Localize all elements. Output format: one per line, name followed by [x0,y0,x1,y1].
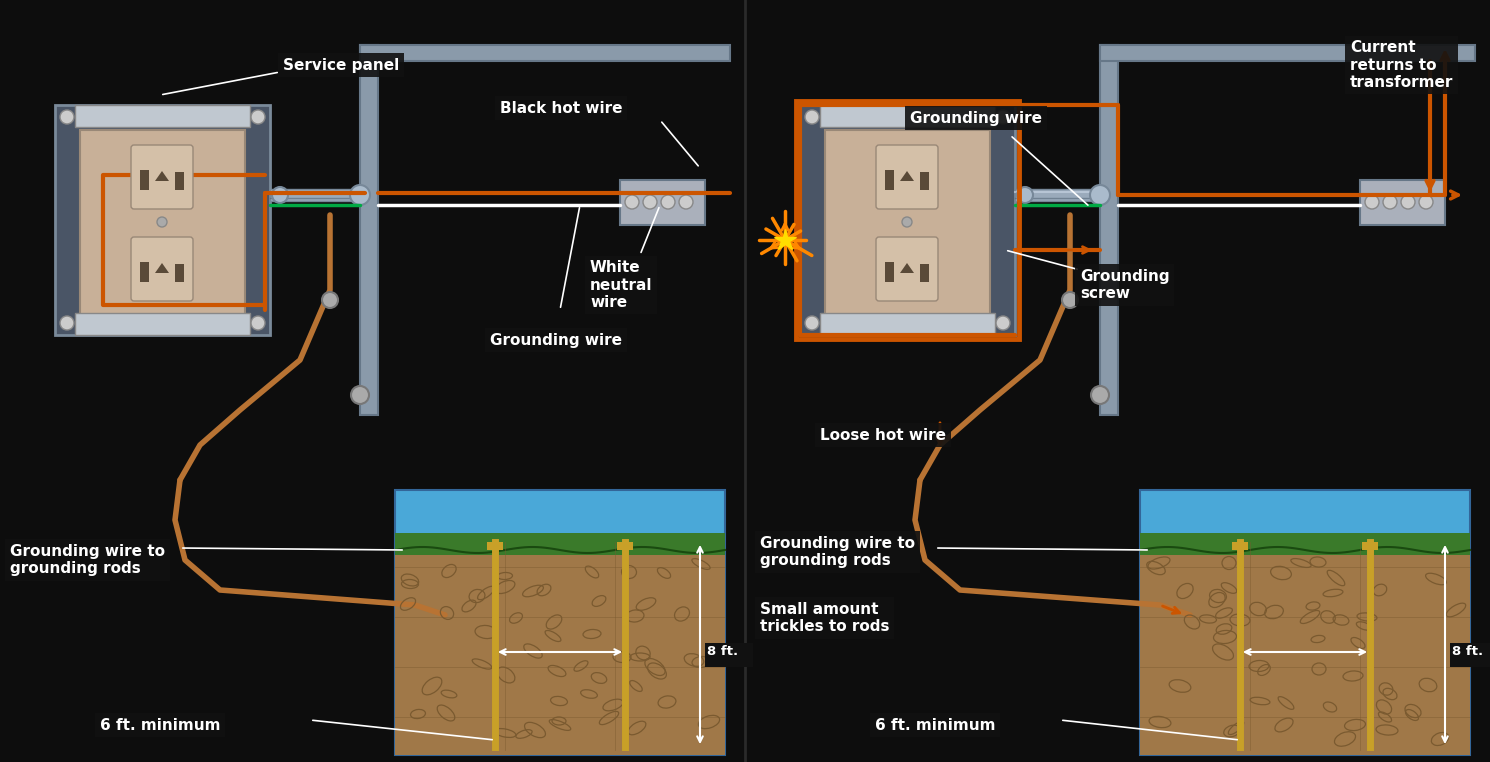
Text: Grounding wire to
grounding rods: Grounding wire to grounding rods [760,536,915,568]
Circle shape [901,217,912,227]
Polygon shape [900,263,913,273]
Text: Service panel: Service panel [283,57,399,72]
Bar [395,533,726,555]
Circle shape [1062,292,1077,308]
Bar [1362,542,1378,550]
Bar [620,180,705,225]
Circle shape [662,195,675,209]
Circle shape [995,316,1010,330]
Bar [919,264,928,282]
Bar [395,490,726,755]
Bar [1015,189,1100,201]
Bar [885,262,894,282]
Text: Loose hot wire: Loose hot wire [820,427,946,443]
Bar [825,130,989,315]
Bar [55,105,270,335]
Circle shape [273,187,288,203]
Bar [1140,490,1471,755]
Text: Grounding
screw: Grounding screw [1080,269,1170,301]
Bar [1140,533,1471,555]
Bar [800,105,1015,335]
Circle shape [60,110,74,124]
Circle shape [624,195,639,209]
Bar [361,45,378,415]
Bar [1140,537,1471,755]
Circle shape [250,110,265,124]
Bar [487,542,504,550]
Bar [705,643,752,667]
Text: Grounding wire to
grounding rods: Grounding wire to grounding rods [10,544,165,576]
Text: 6 ft. minimum: 6 ft. minimum [100,718,221,732]
Circle shape [156,217,167,227]
Text: Grounding wire: Grounding wire [490,332,621,347]
Text: Current
returns to
transformer: Current returns to transformer [1350,40,1453,90]
Bar [820,105,995,127]
Bar [1100,45,1118,415]
Bar [140,170,149,190]
Polygon shape [900,171,913,181]
Text: 8 ft.: 8 ft. [1451,645,1483,658]
Bar [820,313,995,335]
Bar [395,537,726,755]
Bar [74,105,250,127]
Text: Grounding wire: Grounding wire [910,110,1042,126]
Circle shape [1365,195,1380,209]
Circle shape [250,316,265,330]
Text: 8 ft.: 8 ft. [706,645,738,658]
FancyBboxPatch shape [876,237,939,301]
Bar [1100,45,1475,61]
Circle shape [1018,187,1033,203]
FancyBboxPatch shape [876,145,939,209]
Bar [1450,643,1490,667]
Bar [885,170,894,190]
Text: Small amount
trickles to rods: Small amount trickles to rods [760,602,890,634]
Bar [1360,180,1445,225]
FancyBboxPatch shape [131,145,194,209]
Circle shape [679,195,693,209]
Bar [74,313,250,335]
Circle shape [805,110,820,124]
Text: White
neutral
wire: White neutral wire [590,260,653,310]
Bar [919,172,928,190]
Bar [174,264,183,282]
FancyBboxPatch shape [131,237,194,301]
Circle shape [995,110,1010,124]
Bar [174,172,183,190]
Bar [1232,542,1249,550]
Bar [361,45,730,61]
Circle shape [60,316,74,330]
Polygon shape [155,263,168,273]
Polygon shape [155,171,168,181]
Circle shape [1091,386,1109,404]
Circle shape [1091,185,1110,205]
Bar [617,542,633,550]
Circle shape [1401,195,1416,209]
Bar [796,101,1019,339]
Bar [140,262,149,282]
Circle shape [350,185,370,205]
Circle shape [1418,195,1433,209]
Circle shape [805,316,820,330]
Circle shape [644,195,657,209]
Circle shape [1383,195,1398,209]
Circle shape [322,292,338,308]
Text: Black hot wire: Black hot wire [501,101,623,116]
Bar [80,130,244,315]
Bar [270,189,361,201]
Text: 6 ft. minimum: 6 ft. minimum [875,718,995,732]
Circle shape [352,386,370,404]
